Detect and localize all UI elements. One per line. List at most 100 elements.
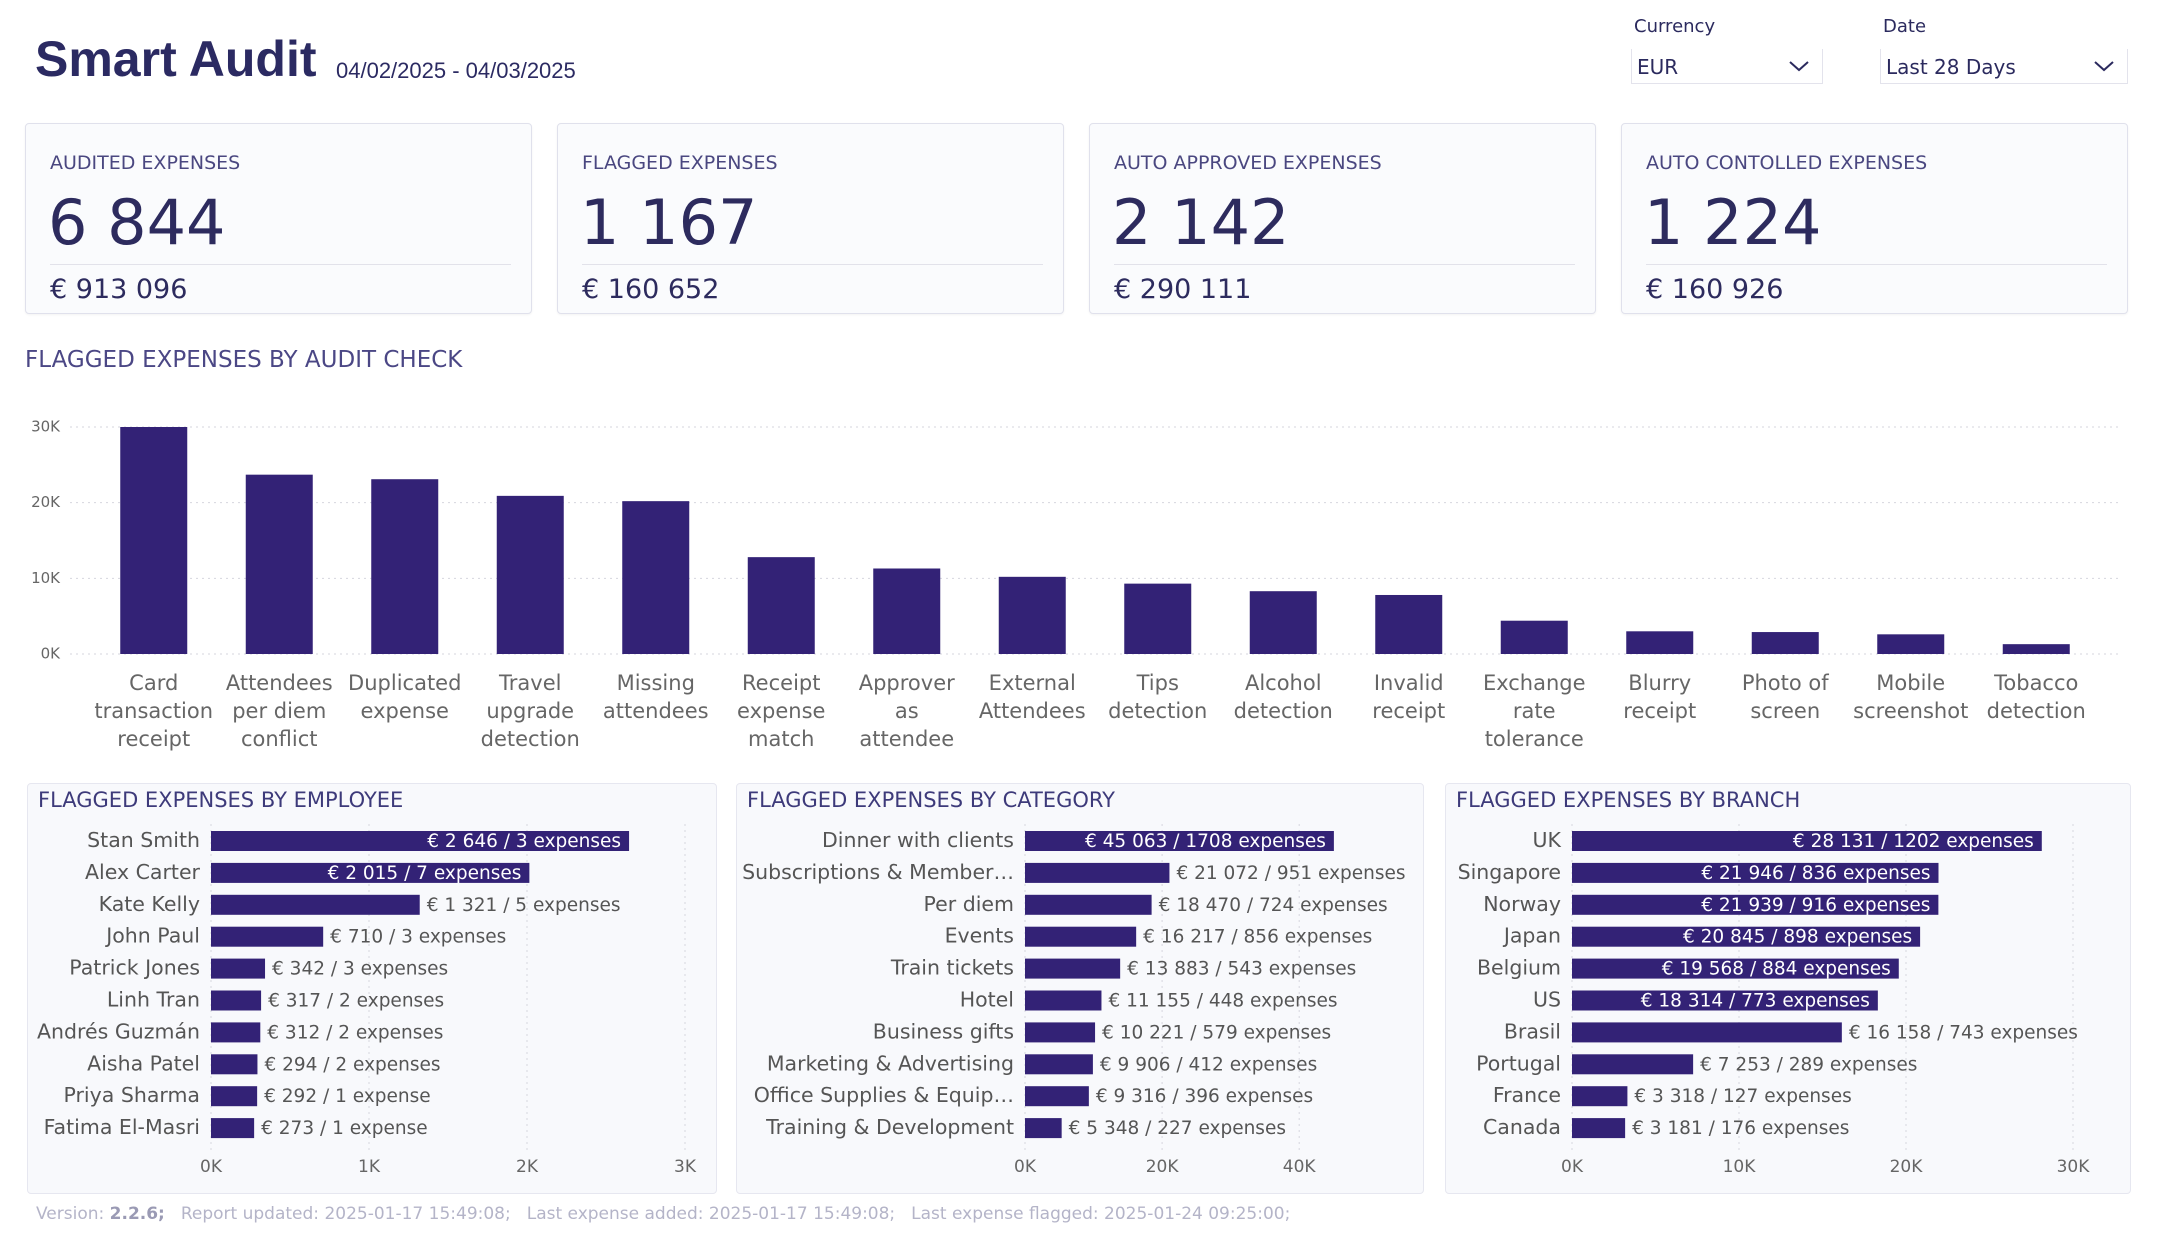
chart: 0K 10K 20K 30K <box>31 418 2121 663</box>
bar <box>1025 990 1102 1011</box>
bar <box>120 427 188 654</box>
bar <box>1025 926 1137 947</box>
version-label: Version: <box>36 1204 105 1224</box>
category-label: Business gifts <box>873 1019 1014 1043</box>
x-tick-label: Alcohol detection <box>1233 671 1333 723</box>
footer-item: Last expense added: 2025-01-17 15:49:08; <box>526 1204 896 1224</box>
kpi-card: AUTO APPROVED EXPENSES 2 142 € 290 111 <box>1089 123 1596 314</box>
x-tick-label: 10K <box>1723 1157 1757 1177</box>
audit-check-chart: 0K 10K 20K 30K Card transaction receipt Atte… <box>0 400 2162 770</box>
data-label: € 3 181 / 176 expenses <box>1632 1118 1849 1139</box>
kpi-card: AUDITED EXPENSES 6 844 € 913 096 <box>25 123 532 314</box>
chart-title: FLAGGED EXPENSES BY AUDIT CHECK <box>25 347 463 373</box>
footer-item: Report updated: 2025-01-17 15:49:08; <box>180 1204 511 1224</box>
data-label: € 292 / 1 expense <box>264 1086 430 1107</box>
bar <box>211 1054 258 1075</box>
kpi-label: FLAGGED EXPENSES <box>582 152 778 174</box>
currency-dropdown[interactable]: EUR <box>1631 49 1823 84</box>
y-tick-label: 0K <box>41 645 62 663</box>
chart-title: FLAGGED EXPENSES BY CATEGORY <box>747 788 1115 812</box>
bar <box>1572 831 2042 851</box>
date-dropdown[interactable]: Last 28 Days <box>1880 49 2128 84</box>
category-label: Hotel <box>960 988 1014 1012</box>
data-label: € 7 253 / 289 expenses <box>1700 1054 1917 1075</box>
data-label: € 21 072 / 951 expenses <box>1176 863 1405 884</box>
category-label: Belgium <box>1477 956 1561 980</box>
x-tick-label: Tips detection <box>1108 671 1208 723</box>
x-tick-label: Missing attendees <box>602 671 709 723</box>
divider <box>50 264 511 265</box>
bar <box>998 576 1066 654</box>
category-label: Singapore <box>1458 860 1561 884</box>
bar <box>211 990 262 1011</box>
bar <box>1751 632 1819 654</box>
data-label: € 273 / 1 expense <box>261 1118 427 1139</box>
chevron <box>1789 61 1809 72</box>
bar <box>1572 1086 1628 1107</box>
data-label: € 21 946 / 836 expenses <box>1701 863 1930 884</box>
bar <box>1572 990 1878 1011</box>
data-label: € 16 158 / 743 expenses <box>1849 1022 2078 1043</box>
x-tick-label: 20K <box>1146 1157 1180 1177</box>
x-tick-label: Travel upgrade detection <box>480 671 580 751</box>
bar <box>1249 591 1317 654</box>
category-label: France <box>1493 1083 1561 1107</box>
chevron <box>2094 61 2114 72</box>
page-title: Smart Audit <box>35 31 317 87</box>
kpi-amount: € 160 926 <box>1646 274 1784 305</box>
chart-title: FLAGGED EXPENSES BY BRANCH <box>1456 788 1801 812</box>
data-label: € 3 318 / 127 expenses <box>1634 1086 1851 1107</box>
category-label: Linh Tran <box>107 988 200 1012</box>
data-label: € 19 568 / 884 expenses <box>1662 959 1891 980</box>
bar <box>211 1022 261 1043</box>
bar <box>1124 583 1192 654</box>
bar <box>211 831 630 851</box>
bar <box>1572 926 1921 947</box>
x-tick-label: Card transaction receipt <box>94 671 214 751</box>
kpi-amount: € 913 096 <box>50 274 188 305</box>
chart-title: FLAGGED EXPENSES BY EMPLOYEE <box>38 788 404 812</box>
bar <box>1025 1022 1096 1043</box>
bar <box>1025 862 1170 883</box>
bar <box>1025 831 1334 851</box>
footer-items: Report updated: 2025-01-17 15:49:08; Last… <box>165 1204 1290 1224</box>
data-label: € 16 217 / 856 expenses <box>1143 927 1372 948</box>
x-tick-label: Photo of screen <box>1741 671 1829 723</box>
category-label: Fatima El-Masri <box>44 1115 200 1139</box>
date-range: 04/02/2025 - 04/03/2025 <box>336 58 576 83</box>
x-tick-label: 20K <box>1890 1157 1924 1177</box>
y-tick-label: 10K <box>31 569 61 587</box>
x-tick-label: 0K <box>200 1157 223 1177</box>
bar <box>1572 1022 1842 1043</box>
data-label: € 2 015 / 7 expenses <box>328 863 522 884</box>
bar <box>622 501 690 654</box>
bar <box>1572 862 1939 883</box>
kpi-amount: € 290 111 <box>1114 274 1252 305</box>
kpi-value: 2 142 <box>1112 186 1290 259</box>
category-label: Brasil <box>1504 1019 1561 1043</box>
bar <box>1877 634 1945 654</box>
bar <box>1500 620 1568 654</box>
data-label: € 312 / 2 expenses <box>267 1022 443 1043</box>
x-tick-label: 40K <box>1283 1157 1317 1177</box>
bar <box>1572 958 1899 979</box>
bar <box>211 1086 258 1107</box>
bar <box>211 862 530 883</box>
data-label: € 11 155 / 448 expenses <box>1108 991 1337 1012</box>
data-label: € 9 906 / 412 expenses <box>1100 1054 1317 1075</box>
data-label: € 5 348 / 227 expenses <box>1069 1118 1286 1139</box>
data-label: € 294 / 2 expenses <box>264 1054 440 1075</box>
data-label: € 9 316 / 396 expenses <box>1096 1086 1313 1107</box>
bar <box>371 479 439 654</box>
kpi-value: 1 167 <box>580 186 758 259</box>
chart: 0K 1K 2K 3K Stan Smith € 2 646 / 3 expenses Al… <box>37 824 697 1177</box>
category-label: Office Supplies & Equip… <box>754 1083 1014 1107</box>
filter-label: Currency <box>1634 16 1716 37</box>
category-label: Train tickets <box>890 956 1014 980</box>
x-tick-label: 1K <box>358 1157 381 1177</box>
chart: 0K 10K 20K 30K UK € 28 131 / 1202 expenses Sin… <box>1458 824 2091 1177</box>
x-tick-label: Invalid receipt <box>1372 671 1446 723</box>
chart-panel: FLAGGED EXPENSES BY EMPLOYEE 0K 1K 2K 3K Stan… <box>27 783 717 1194</box>
x-tick-label: 30K <box>2057 1157 2091 1177</box>
